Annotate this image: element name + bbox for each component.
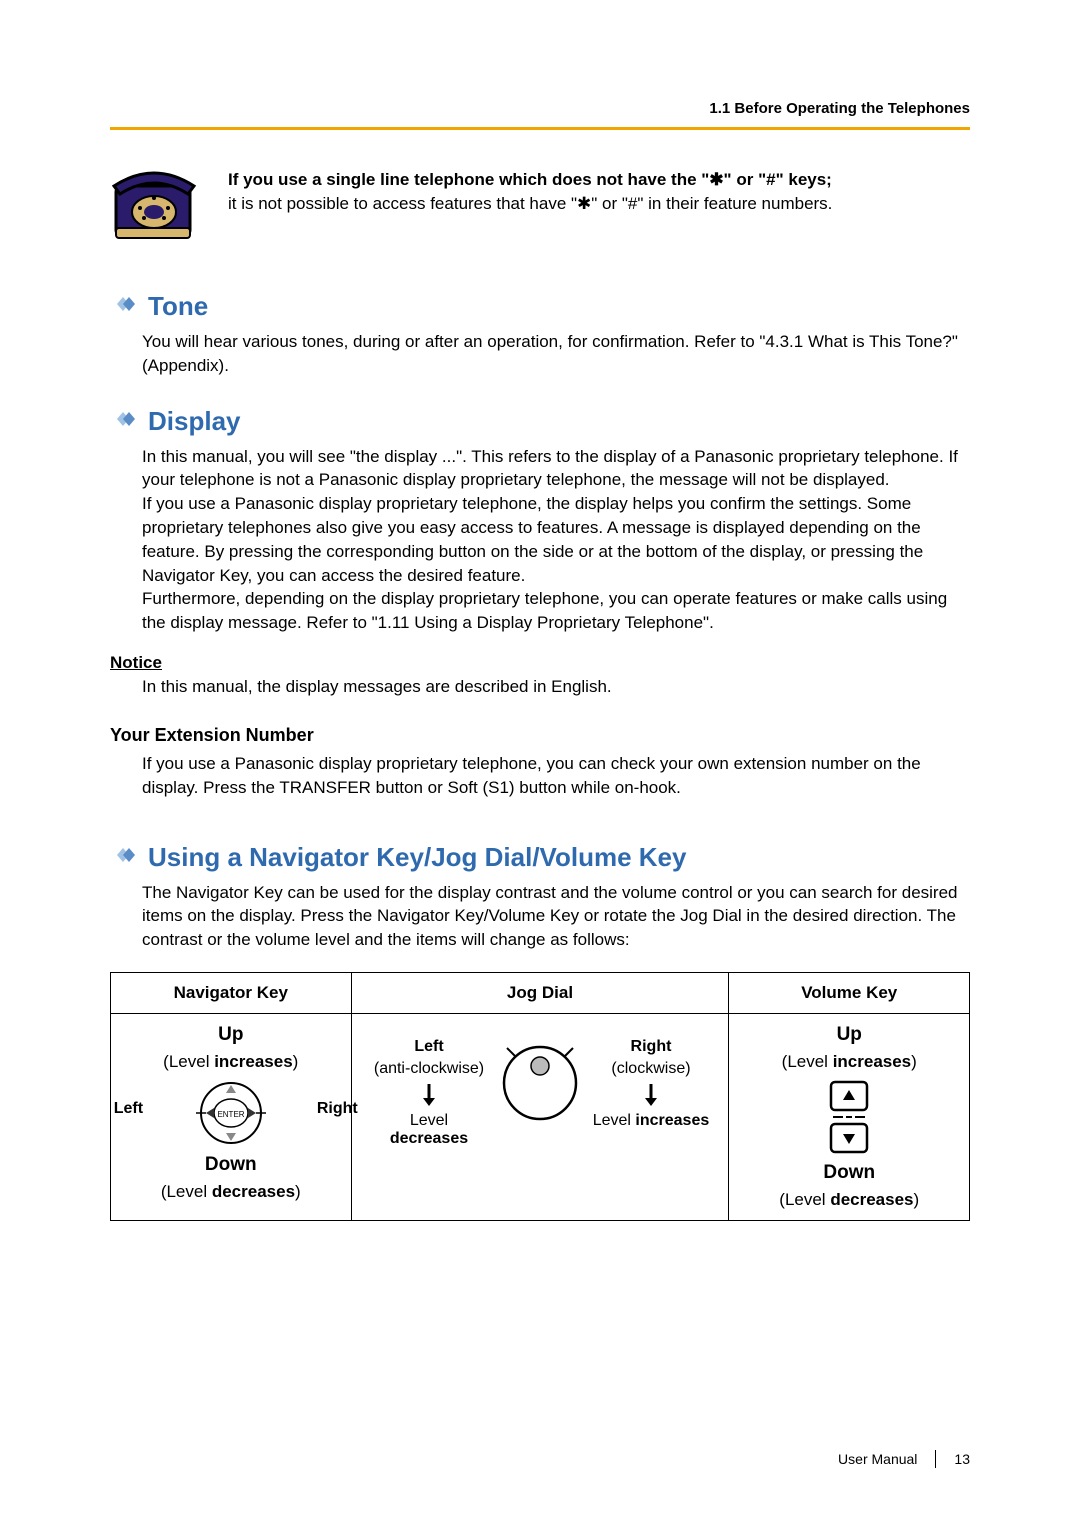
notice-label: Notice [110, 653, 970, 673]
nav-right-label: Right [317, 1100, 358, 1118]
jog-dial-cell: Left (anti-clockwise) Level decreases [351, 1013, 729, 1220]
notice-text: In this manual, the display messages are… [142, 677, 970, 697]
diamond-bullet-icon [110, 293, 138, 320]
display-title: Display [148, 406, 241, 437]
telephone-icon [110, 168, 198, 251]
extension-heading: Your Extension Number [110, 725, 970, 746]
jog-right-label: Right [631, 1038, 672, 1056]
jog-increase-label: Level increases [593, 1112, 710, 1130]
navigator-title: Using a Navigator Key/Jog Dial/Volume Ke… [148, 842, 686, 873]
col-header-jog: Jog Dial [351, 972, 729, 1013]
diamond-bullet-icon [110, 408, 138, 435]
nav-up-label: Up [218, 1024, 243, 1046]
navigator-intro: The Navigator Key can be used for the di… [142, 881, 970, 952]
page-footer: User Manual 13 [838, 1450, 970, 1468]
extension-text: If you use a Panasonic display proprieta… [142, 752, 970, 800]
jog-left-sub: (anti-clockwise) [374, 1060, 484, 1078]
jog-dial-diagram [495, 1038, 585, 1128]
footer-label: User Manual [838, 1451, 917, 1467]
vol-down-detail: (Level decreases) [779, 1190, 919, 1210]
display-body-2: If you use a Panasonic display proprieta… [142, 492, 970, 587]
col-header-navigator: Navigator Key [111, 972, 352, 1013]
tone-heading-row: Tone [110, 291, 970, 322]
arrow-down-icon [416, 1082, 442, 1108]
nav-left-label: Left [114, 1100, 143, 1118]
jog-right-sub: (clockwise) [611, 1060, 690, 1078]
single-line-phone-note: If you use a single line telephone which… [110, 168, 970, 251]
vol-down-label: Down [823, 1162, 875, 1184]
diamond-bullet-icon [110, 844, 138, 871]
svg-text:ENTER: ENTER [217, 1110, 244, 1119]
arrow-down-icon [638, 1082, 664, 1108]
tone-body: You will hear various tones, during or a… [142, 330, 970, 378]
display-heading-row: Display [110, 406, 970, 437]
nav-up-detail: (Level increases) [163, 1052, 298, 1072]
col-header-volume: Volume Key [729, 972, 970, 1013]
nav-down-label: Down [205, 1154, 257, 1176]
header-section-ref: 1.1 Before Operating the Telephones [110, 100, 970, 117]
nav-down-detail: (Level decreases) [161, 1182, 301, 1202]
footer-divider [935, 1450, 936, 1468]
header-divider [110, 127, 970, 130]
note-body: it is not possible to access features th… [228, 194, 832, 213]
navigator-heading-row: Using a Navigator Key/Jog Dial/Volume Ke… [110, 842, 970, 873]
jog-left-label: Left [414, 1038, 443, 1056]
vol-up-label: Up [837, 1024, 862, 1046]
display-body-3: Furthermore, depending on the display pr… [142, 587, 970, 635]
vol-up-detail: (Level increases) [782, 1052, 917, 1072]
navigator-table: Navigator Key Jog Dial Volume Key Up (Le… [110, 972, 970, 1221]
navigator-key-diagram: Left Right ENTER [156, 1078, 306, 1148]
jog-decrease-label: Level decreases [369, 1112, 489, 1148]
tone-title: Tone [148, 291, 208, 322]
footer-page-number: 13 [954, 1451, 970, 1467]
note-bold-line: If you use a single line telephone which… [228, 170, 832, 189]
volume-key-cell: Up (Level increases) [729, 1013, 970, 1220]
display-body-1: In this manual, you will see "the displa… [142, 445, 970, 493]
navigator-key-cell: Up (Level increases) Left Right EN [111, 1013, 352, 1220]
volume-key-diagram [819, 1078, 879, 1156]
